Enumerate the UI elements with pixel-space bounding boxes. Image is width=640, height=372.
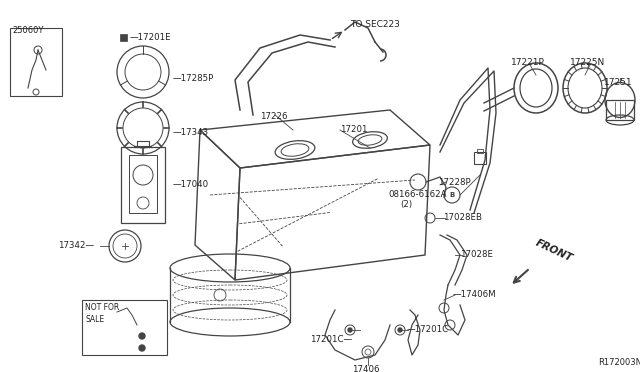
Text: 17028EB: 17028EB: [443, 213, 482, 222]
Bar: [474, 152, 486, 164]
FancyBboxPatch shape: [120, 34, 127, 41]
Text: FRONT: FRONT: [534, 238, 574, 264]
Text: —17201E: —17201E: [130, 33, 172, 42]
Bar: [10, 28, 62, 96]
Text: NOT FOR: NOT FOR: [85, 303, 119, 312]
Text: 08166-6162A: 08166-6162A: [388, 190, 447, 199]
Circle shape: [348, 328, 352, 332]
Text: 17228P: 17228P: [438, 178, 470, 187]
Circle shape: [139, 333, 145, 339]
Text: R172003N: R172003N: [598, 358, 640, 367]
Circle shape: [139, 345, 145, 351]
Bar: [129, 155, 157, 213]
Text: 17221P: 17221P: [511, 58, 545, 67]
Text: —17343: —17343: [173, 128, 209, 137]
Bar: [606, 100, 634, 120]
Text: 17225N: 17225N: [570, 58, 605, 67]
Bar: [82, 300, 167, 355]
Text: —17040: —17040: [173, 180, 209, 189]
Text: 17201: 17201: [340, 125, 367, 134]
Text: —17406M: —17406M: [453, 290, 497, 299]
Text: —17201C: —17201C: [407, 325, 449, 334]
Bar: [477, 149, 483, 153]
Text: TO SEC223: TO SEC223: [350, 20, 400, 29]
Text: 25060Y: 25060Y: [12, 26, 44, 35]
Text: 17028E: 17028E: [460, 250, 493, 259]
Text: (2): (2): [400, 200, 412, 209]
Text: 17201C—: 17201C—: [310, 335, 352, 344]
Text: 17342—: 17342—: [58, 241, 94, 250]
Text: 17406: 17406: [352, 365, 380, 372]
Text: —17285P: —17285P: [173, 74, 214, 83]
Text: 17226: 17226: [260, 112, 287, 121]
Text: 17251: 17251: [604, 78, 632, 87]
Text: SALE: SALE: [85, 315, 104, 324]
Circle shape: [398, 328, 402, 332]
Bar: [121, 147, 165, 223]
Text: B: B: [449, 192, 454, 198]
